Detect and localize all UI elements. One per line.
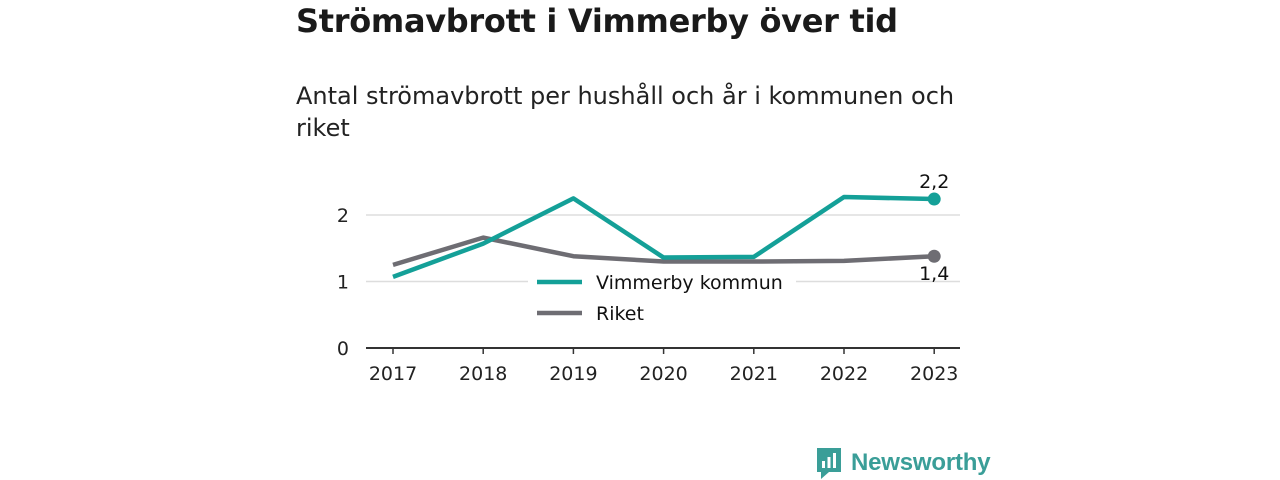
legend-label: Vimmerby kommun (596, 272, 783, 294)
x-tick-label: 2022 (820, 363, 868, 385)
legend-background (528, 268, 796, 330)
line-chart: 0 1 2 2017 2018 2019 2020 2021 2022 2023 Vimmerb… (337, 171, 960, 385)
x-tick-label: 2020 (639, 363, 687, 385)
y-tick-label: 0 (337, 338, 349, 360)
legend: Vimmerby kommun Riket (528, 268, 796, 330)
newsworthy-logo-icon (817, 448, 841, 479)
x-tick-label: 2023 (910, 363, 958, 385)
x-tick-label: 2019 (549, 363, 597, 385)
legend-label: Riket (596, 303, 644, 325)
series-line-vimmerby-kommun (392, 194, 935, 279)
chart-title: Strömavbrott i Vimmerby över tid (296, 2, 898, 40)
data-labels: 2,2 1,4 (919, 171, 949, 285)
series-end-point (927, 192, 941, 206)
series-lines (392, 192, 941, 279)
data-label: 2,2 (919, 171, 949, 193)
series-line-riket (392, 235, 935, 268)
chart-subtitle: Antal strömavbrott per hushåll och år i … (296, 82, 955, 142)
newsworthy-logo: Newsworthy (815, 446, 991, 480)
x-tick-label: 2017 (369, 363, 417, 385)
data-label: 1,4 (919, 263, 949, 285)
x-axis: 2017 2018 2019 2020 2021 2022 2023 (366, 347, 960, 385)
series-end-point (927, 249, 941, 263)
brand-name: Newsworthy (851, 449, 991, 476)
y-tick-label: 2 (337, 205, 349, 227)
x-tick-label: 2018 (459, 363, 507, 385)
x-tick-label: 2021 (730, 363, 778, 385)
y-tick-label: 1 (337, 272, 349, 294)
